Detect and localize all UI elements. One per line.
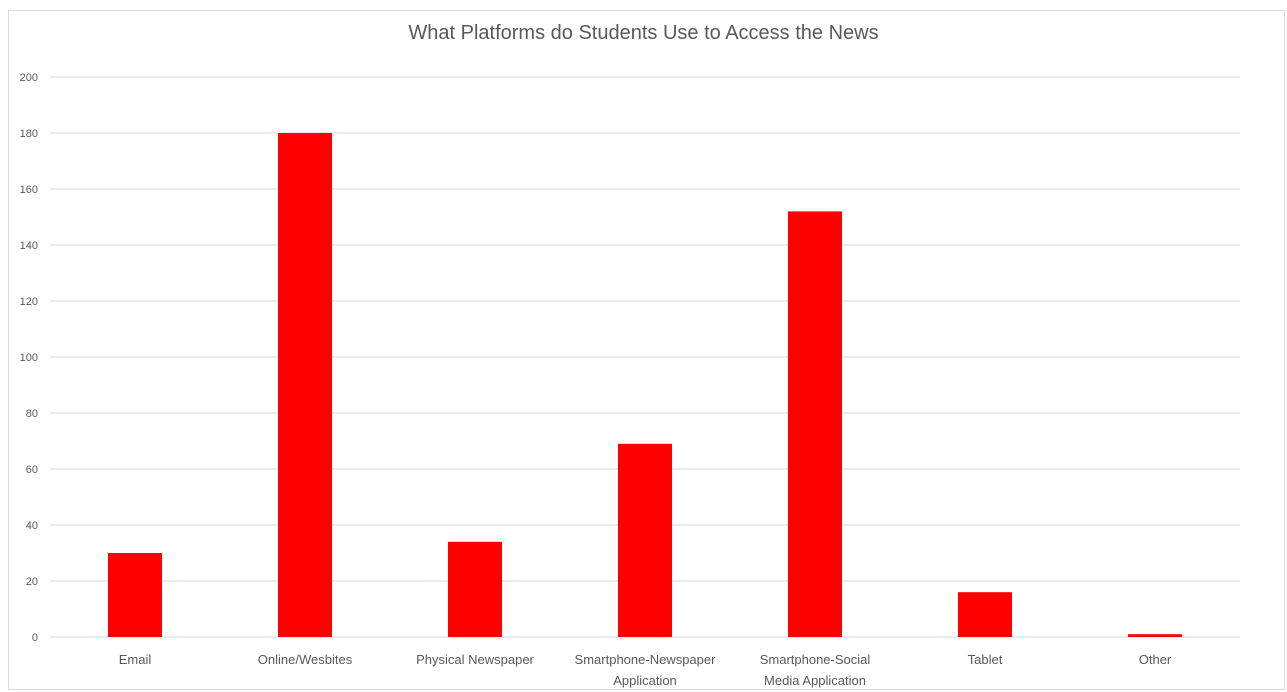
y-tick-label: 0 (32, 632, 38, 644)
x-category-label: Tablet (968, 652, 1003, 667)
bars (108, 133, 1182, 637)
y-tick-label: 40 (26, 520, 38, 532)
bar (108, 553, 162, 637)
y-tick-label: 100 (20, 352, 38, 364)
x-category-label: Smartphone-Newspaper (575, 652, 717, 667)
x-axis-labels: Email Online/Wesbites Physical Newspaper Sm… (119, 652, 1172, 688)
y-tick-label: 120 (20, 296, 38, 308)
x-category-label: Other (1139, 652, 1172, 667)
chart-title: What Platforms do Students Use to Access… (408, 22, 879, 44)
bar (958, 592, 1012, 637)
y-tick-label: 140 (20, 240, 38, 252)
y-axis-ticks: 0 20 40 60 80 100 120 140 160 180 200 (20, 72, 38, 644)
y-tick-label: 160 (20, 184, 38, 196)
bar (788, 211, 842, 637)
bar (278, 133, 332, 637)
bar (1128, 634, 1182, 637)
x-category-label: Smartphone-Social (760, 652, 871, 667)
x-category-label: Media Application (764, 673, 866, 688)
y-tick-label: 60 (26, 464, 38, 476)
x-category-label: Online/Wesbites (258, 652, 353, 667)
x-category-label: Email (119, 652, 152, 667)
x-category-label: Physical Newspaper (416, 652, 534, 667)
y-tick-label: 180 (20, 128, 38, 140)
bar (618, 443, 672, 637)
gridlines (50, 76, 1240, 638)
y-tick-label: 80 (26, 408, 38, 420)
x-category-label: Application (613, 673, 677, 688)
bar (448, 541, 502, 637)
y-tick-label: 200 (20, 72, 38, 84)
y-tick-label: 20 (26, 576, 38, 588)
